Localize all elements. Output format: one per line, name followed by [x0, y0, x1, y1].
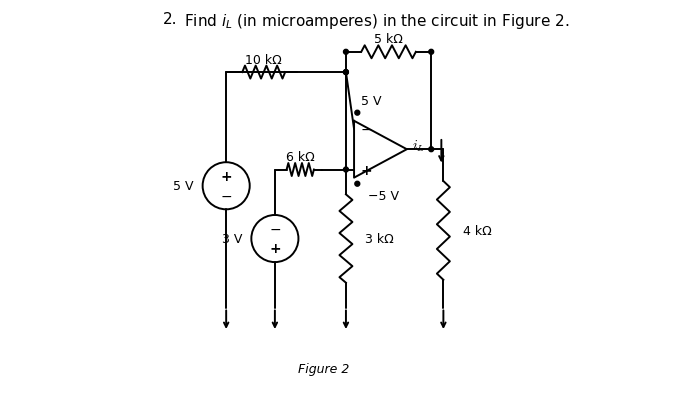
- Text: +: +: [360, 163, 372, 177]
- Text: −: −: [269, 222, 281, 236]
- Circle shape: [344, 70, 349, 75]
- Text: −5 V: −5 V: [368, 190, 399, 202]
- Text: Figure 2: Figure 2: [298, 362, 349, 375]
- Text: 4 kΩ: 4 kΩ: [463, 224, 491, 237]
- Circle shape: [344, 168, 349, 173]
- Text: 10 kΩ: 10 kΩ: [246, 53, 282, 66]
- Text: Find $i_L$ (in microamperes) in the circuit in Figure 2.: Find $i_L$ (in microamperes) in the circ…: [183, 12, 569, 31]
- Text: 5 kΩ: 5 kΩ: [374, 33, 403, 46]
- Text: 3 kΩ: 3 kΩ: [365, 232, 394, 245]
- Text: $i_L$: $i_L$: [412, 138, 425, 153]
- Circle shape: [429, 147, 433, 152]
- Text: −: −: [220, 189, 232, 203]
- Text: −: −: [360, 123, 372, 136]
- Circle shape: [344, 70, 349, 75]
- Text: +: +: [220, 169, 232, 183]
- Text: 5 V: 5 V: [360, 94, 381, 107]
- Text: 6 kΩ: 6 kΩ: [286, 151, 314, 164]
- Circle shape: [429, 50, 433, 55]
- Circle shape: [355, 182, 360, 187]
- Circle shape: [355, 111, 360, 116]
- Text: 5 V: 5 V: [173, 180, 194, 193]
- Text: +: +: [269, 242, 281, 256]
- Text: 2.: 2.: [163, 12, 178, 27]
- Text: 3 V: 3 V: [222, 232, 242, 245]
- Circle shape: [344, 50, 349, 55]
